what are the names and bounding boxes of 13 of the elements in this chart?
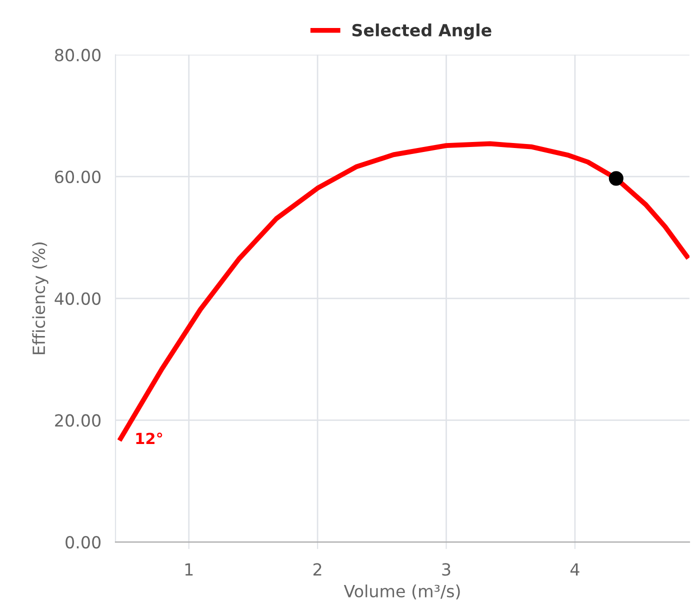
x-axis-title: Volume (m³/s) [344,584,460,600]
x-tick-label: 4 [570,563,580,576]
y-tick-label: 20.00 [55,414,101,427]
y-tick-label: 80.00 [55,48,101,62]
annotation: 12° [136,432,162,444]
legend-label: Selected Angle [352,24,492,40]
y-tick-label: 40.00 [54,292,101,305]
y-axis-title: Efficiency (%) [32,242,48,354]
x-tick-label: 2 [313,563,322,576]
x-tick-label: 1 [185,563,193,576]
x-tick-label: 3 [442,563,450,576]
y-tick-label: 0.00 [66,536,101,549]
y-tick-label: 60.00 [55,170,101,184]
